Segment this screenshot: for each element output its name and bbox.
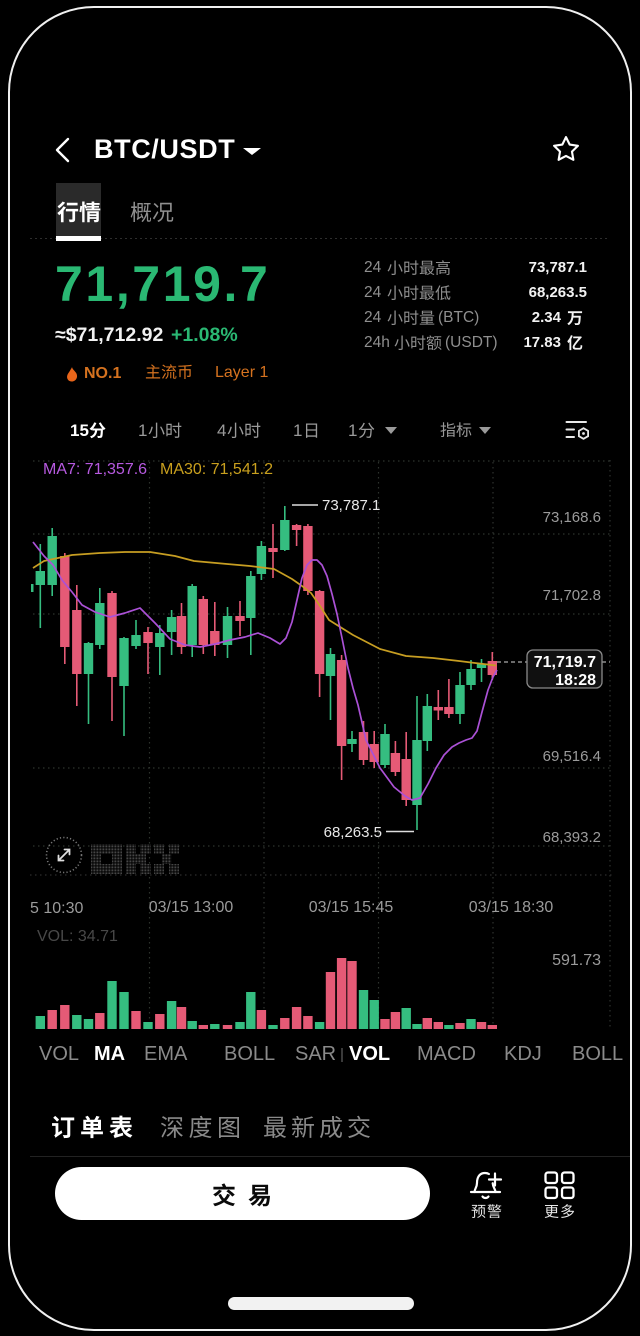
svg-text:5 10:30: 5 10:30	[30, 900, 83, 917]
svg-text:MA7: 71,357.6: MA7: 71,357.6	[43, 461, 147, 478]
svg-text:69,516.4: 69,516.4	[543, 748, 601, 765]
svg-text:71,719.7: 71,719.7	[534, 654, 596, 671]
svg-text:VOL: 34.71: VOL: 34.71	[37, 928, 118, 945]
svg-text:591.73: 591.73	[552, 952, 601, 969]
svg-text:68,393.2: 68,393.2	[543, 829, 601, 846]
svg-text:18:28: 18:28	[555, 672, 596, 689]
svg-text:73,168.6: 73,168.6	[543, 509, 601, 526]
svg-text:71,702.8: 71,702.8	[543, 587, 601, 604]
svg-text:03/15 15:45: 03/15 15:45	[309, 899, 394, 916]
svg-text:73,787.1: 73,787.1	[322, 497, 380, 514]
svg-text:03/15 13:00: 03/15 13:00	[149, 899, 234, 916]
svg-text:68,263.5: 68,263.5	[324, 824, 382, 841]
svg-text:MA30: 71,541.2: MA30: 71,541.2	[160, 461, 273, 478]
svg-text:03/15 18:30: 03/15 18:30	[469, 899, 554, 916]
